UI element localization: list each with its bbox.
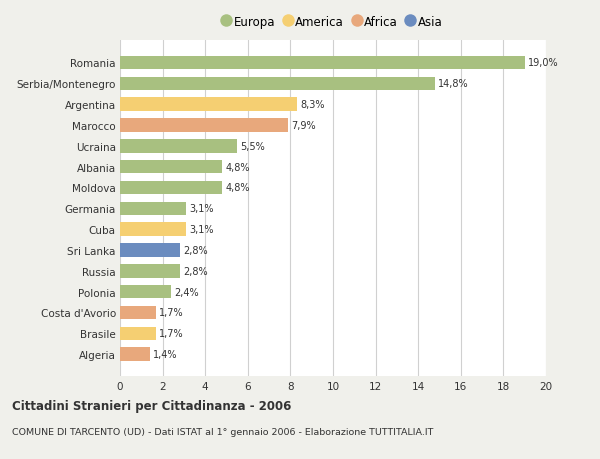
Bar xyxy=(120,98,297,112)
Legend: Europa, America, Africa, Asia: Europa, America, Africa, Asia xyxy=(221,14,445,31)
Text: 2,8%: 2,8% xyxy=(183,266,208,276)
Text: 3,1%: 3,1% xyxy=(189,224,214,235)
Text: 2,8%: 2,8% xyxy=(183,246,208,255)
Bar xyxy=(120,306,156,319)
Bar xyxy=(120,285,171,299)
Text: 19,0%: 19,0% xyxy=(528,58,559,68)
Text: 3,1%: 3,1% xyxy=(189,204,214,214)
Text: 4,8%: 4,8% xyxy=(226,183,250,193)
Bar xyxy=(120,119,288,133)
Text: 2,4%: 2,4% xyxy=(175,287,199,297)
Text: 14,8%: 14,8% xyxy=(439,79,469,89)
Text: 5,5%: 5,5% xyxy=(241,141,265,151)
Bar xyxy=(120,202,186,216)
Bar xyxy=(120,77,435,91)
Bar xyxy=(120,244,179,257)
Text: 7,9%: 7,9% xyxy=(292,121,316,131)
Bar xyxy=(120,223,186,236)
Text: 8,3%: 8,3% xyxy=(300,100,325,110)
Text: COMUNE DI TARCENTO (UD) - Dati ISTAT al 1° gennaio 2006 - Elaborazione TUTTITALI: COMUNE DI TARCENTO (UD) - Dati ISTAT al … xyxy=(12,427,433,436)
Bar xyxy=(120,161,222,174)
Bar xyxy=(120,181,222,195)
Text: 1,4%: 1,4% xyxy=(153,349,178,359)
Bar xyxy=(120,56,525,70)
Text: 1,7%: 1,7% xyxy=(160,308,184,318)
Bar xyxy=(120,140,237,153)
Text: 4,8%: 4,8% xyxy=(226,162,250,172)
Text: Cittadini Stranieri per Cittadinanza - 2006: Cittadini Stranieri per Cittadinanza - 2… xyxy=(12,399,292,412)
Bar xyxy=(120,327,156,341)
Bar xyxy=(120,347,150,361)
Text: 1,7%: 1,7% xyxy=(160,329,184,339)
Bar xyxy=(120,264,179,278)
